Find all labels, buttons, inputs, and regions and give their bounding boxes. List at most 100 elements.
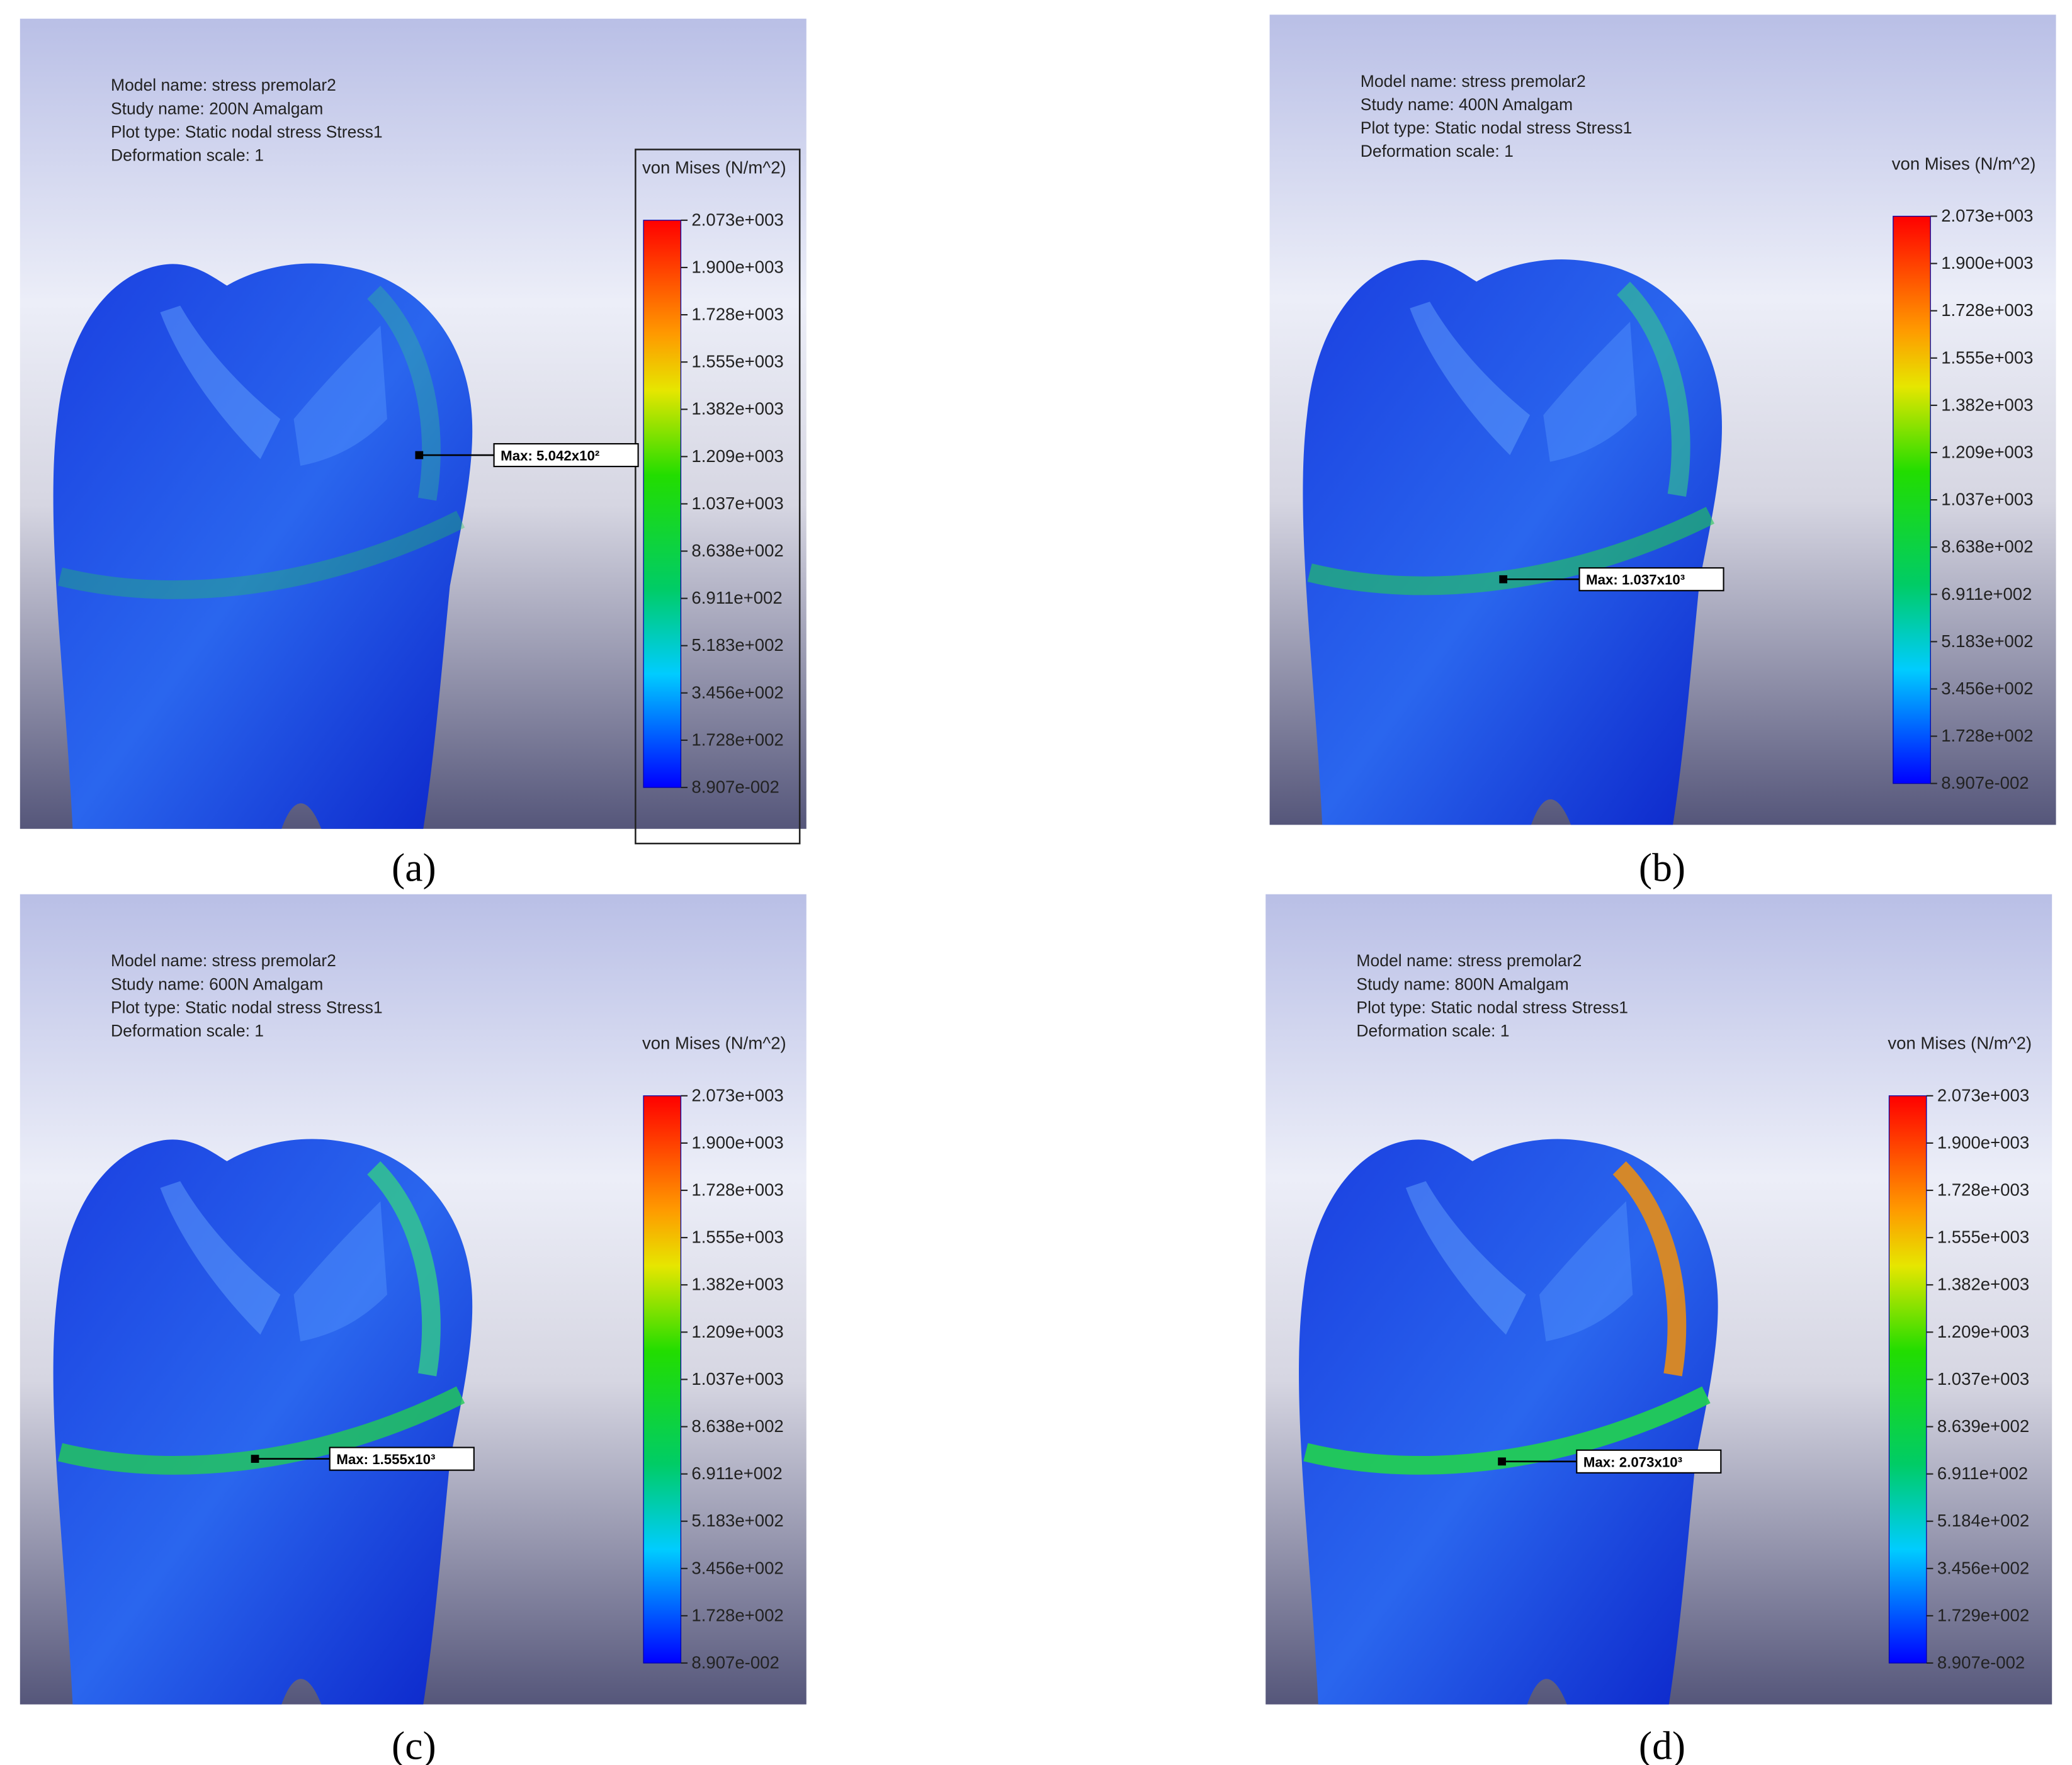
legend-tick-label: 5.183e+002 xyxy=(691,1511,783,1530)
tooth-model xyxy=(53,263,473,829)
highlight xyxy=(1410,302,1531,456)
highlight xyxy=(1539,1201,1633,1341)
tooth xyxy=(1303,259,1722,825)
legend-tick-label: 1.728e+003 xyxy=(1937,1180,2029,1200)
model-info: Deformation scale: 1 xyxy=(1361,142,1514,161)
legend-tick-label: 1.729e+002 xyxy=(1937,1605,2029,1625)
legend-tick-label: 3.456e+002 xyxy=(691,1558,783,1577)
legend-tick-label: 1.728e+002 xyxy=(1941,726,2033,745)
legend-tick-label: 2.073e+003 xyxy=(1937,1085,2029,1105)
max-box xyxy=(329,1446,475,1471)
highlight xyxy=(160,1181,281,1335)
model-info: Model name: stress premolar2 xyxy=(111,951,336,970)
legend-tick-label: 8.639e+002 xyxy=(1937,1416,2029,1436)
highlight xyxy=(1405,1181,1526,1335)
fea-panel: Model name: stress premolar2 Study name: … xyxy=(20,18,807,845)
legend-tick-label: 1.382e+003 xyxy=(691,399,783,419)
legend-tick-label: 5.184e+002 xyxy=(1937,1511,2029,1530)
legend-tick-label: 2.073e+003 xyxy=(1941,206,2033,225)
stress-ridge xyxy=(367,1161,441,1377)
color-bar xyxy=(643,1095,682,1664)
legend-tick-label: 1.900e+003 xyxy=(1937,1132,2029,1152)
legend-tick-label: 1.555e+003 xyxy=(691,352,783,371)
legend-tick-label: 1.900e+003 xyxy=(1941,253,2033,273)
stress-ridge xyxy=(1612,1161,1687,1377)
legend-tick-label: 8.638e+002 xyxy=(691,1416,783,1436)
max-marker xyxy=(1498,1457,1506,1466)
legend-tick-label: 8.638e+002 xyxy=(691,541,783,560)
max-label: Max: 5.042x10² xyxy=(501,448,599,464)
legend-title: von Mises (N/m^2) xyxy=(1888,1034,2032,1053)
max-label: Max: 2.073x10³ xyxy=(1583,1454,1682,1470)
model-info: Study name: 600N Amalgam xyxy=(111,974,323,993)
panel-caption: (c) xyxy=(392,1723,436,1765)
legend-tick-label: 1.900e+003 xyxy=(691,257,783,276)
fea-panel: Model name: stress premolar2 Study name: … xyxy=(1265,894,2052,1705)
legend-tick-label: 3.456e+002 xyxy=(1937,1558,2029,1577)
model-info: Model name: stress premolar2 xyxy=(111,76,336,94)
legend-tick-label: 1.209e+003 xyxy=(1941,442,2033,461)
legend-tick-label: 1.209e+003 xyxy=(691,1322,783,1341)
fea-panel: Model name: stress premolar2 Study name: … xyxy=(1269,14,2056,825)
legend-tick-label: 8.907e-002 xyxy=(1941,773,2029,792)
legend-tick-label: 3.456e+002 xyxy=(691,682,783,702)
legend-tick-label: 1.728e+002 xyxy=(691,1605,783,1625)
legend-tick-label: 1.728e+003 xyxy=(691,305,783,324)
legend-tick-label: 1.382e+003 xyxy=(691,1275,783,1294)
legend-frame xyxy=(635,149,801,845)
max-box xyxy=(493,443,639,468)
tooth xyxy=(53,1139,473,1705)
model-info: Model name: stress premolar2 xyxy=(1356,951,1582,970)
legend-tick-label: 2.073e+003 xyxy=(691,1085,783,1105)
max-box xyxy=(1576,1449,1722,1474)
legend-tick-label: 8.907e-002 xyxy=(691,1652,779,1672)
legend-tick-label: 8.907e-002 xyxy=(1937,1652,2025,1672)
stress-band xyxy=(57,510,465,599)
model-info: Plot type: Static nodal stress Stress1 xyxy=(1361,118,1633,137)
color-bar xyxy=(1893,215,1931,784)
model-info: Plot type: Static nodal stress Stress1 xyxy=(111,998,383,1017)
max-label: Max: 1.555x10³ xyxy=(336,1452,435,1467)
color-bar xyxy=(643,220,682,788)
model-info: Study name: 400N Amalgam xyxy=(1361,95,1573,114)
legend-tick-label: 6.911e+002 xyxy=(1937,1463,2028,1483)
model-info: Plot type: Static nodal stress Stress1 xyxy=(111,122,383,141)
tooth-model xyxy=(53,1139,473,1705)
model-info: Study name: 800N Amalgam xyxy=(1356,974,1568,993)
tooth xyxy=(53,263,473,829)
legend-tick-label: 6.911e+002 xyxy=(691,588,782,607)
model-info: Study name: 200N Amalgam xyxy=(111,99,323,118)
highlight xyxy=(1543,322,1637,462)
legend-tick-label: 1.900e+003 xyxy=(691,1132,783,1152)
legend-tick-label: 5.183e+002 xyxy=(691,635,783,655)
max-marker xyxy=(1499,575,1508,584)
legend-tick-label: 1.209e+003 xyxy=(691,446,783,466)
legend-tick-label: 8.638e+002 xyxy=(1941,537,2033,556)
legend-tick-label: 6.911e+002 xyxy=(691,1463,782,1483)
max-marker xyxy=(251,1455,259,1463)
max-label: Max: 1.037x10³ xyxy=(1586,572,1685,588)
legend-tick-label: 2.073e+003 xyxy=(691,210,783,229)
legend-tick-label: 1.555e+003 xyxy=(1941,347,2033,367)
model-info: Deformation scale: 1 xyxy=(1356,1021,1509,1040)
legend-tick-label: 8.907e-002 xyxy=(691,777,779,797)
model-info: Model name: stress premolar2 xyxy=(1361,72,1586,91)
legend-tick-label: 1.728e+002 xyxy=(691,730,783,749)
model-info: Deformation scale: 1 xyxy=(111,1021,264,1040)
max-marker xyxy=(415,451,424,460)
legend-tick-label: 1.037e+003 xyxy=(691,1369,783,1389)
stress-ridge xyxy=(1616,281,1690,497)
tooth-model xyxy=(1303,259,1722,825)
stress-ridge xyxy=(367,285,441,501)
legend-tick-label: 3.456e+002 xyxy=(1941,679,2033,698)
tooth xyxy=(1299,1139,1718,1705)
legend-title: von Mises (N/m^2) xyxy=(642,1034,786,1053)
model-info: Deformation scale: 1 xyxy=(111,146,264,165)
legend-tick-label: 1.037e+003 xyxy=(691,493,783,513)
legend-tick-label: 1.037e+003 xyxy=(1937,1369,2029,1389)
legend-title: von Mises (N/m^2) xyxy=(642,158,786,178)
highlight xyxy=(160,305,281,460)
legend-tick-label: 1.555e+003 xyxy=(1937,1227,2029,1247)
legend-tick-label: 5.183e+002 xyxy=(1941,631,2033,651)
